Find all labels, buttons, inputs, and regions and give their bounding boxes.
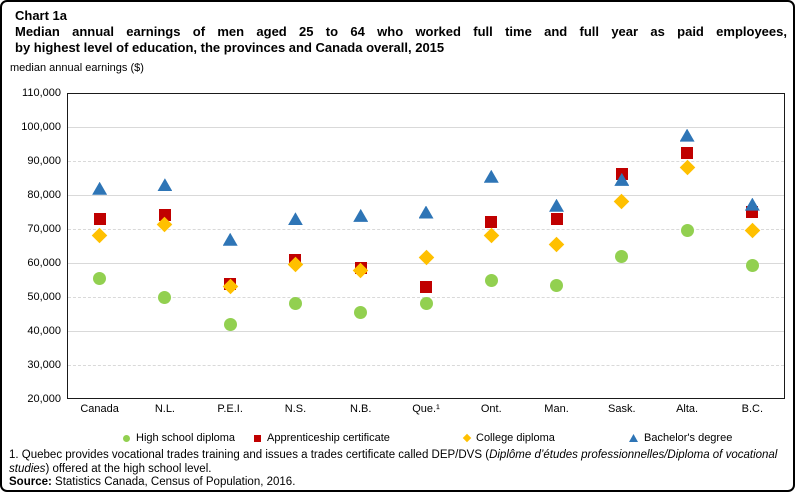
plot-frame [67,93,785,399]
legend-item-triangle: Bachelor's degree [629,431,732,445]
data-point-circle-N.B. [354,305,368,319]
data-point-circle-Ont. [484,273,498,287]
footnote-1-text: 1. Quebec provides vocational trades tra… [9,449,490,461]
x-axis-category-label: N.B. [350,403,372,415]
diamond-legend-icon [462,433,472,443]
y-axis-tick-label: 70,000 [27,223,61,235]
legend-label: Bachelor's degree [644,432,733,444]
legend-label: Apprenticeship certificate [267,432,390,444]
chart-title-line2: by highest level of education, the provi… [15,40,445,55]
x-axis-category-label: N.S. [284,403,307,415]
footnote-block: 1. Quebec provides vocational trades tra… [9,449,792,490]
footnote-1-italic: Diplôme d’études professionnelles/Diplom… [9,449,778,475]
data-point-circle-N.S. [288,297,302,311]
x-axis-category-label: Ont. [480,403,502,415]
gridline-100000 [68,127,784,128]
data-point-square-Que.¹ [420,280,432,293]
x-axis-category-label: Que.¹ [412,403,440,415]
circle-legend-icon [123,434,130,442]
gridline-30000 [68,365,784,366]
chart-title-line1: Median annual earnings of men aged 25 to… [15,24,787,39]
data-point-circle-N.L. [158,290,172,304]
y-axis-tick-label: 60,000 [27,257,61,269]
data-point-circle-Canada [93,271,107,285]
legend-item-diamond: College diploma [462,431,555,445]
data-point-circle-P.E.I. [223,317,237,331]
data-point-square-Canada [93,212,106,225]
x-axis-category-label: Canada [80,403,119,415]
x-axis-category-label: P.E.I. [217,403,243,415]
triangle-legend-icon [629,434,638,442]
data-point-circle-Alta. [680,223,694,237]
data-point-circle-Sask. [615,249,629,263]
y-axis-tick-label: 30,000 [27,359,61,371]
data-point-square-Man. [550,212,563,225]
legend-item-square: Apprenticeship certificate [254,431,390,445]
data-point-circle-Que.¹ [419,297,433,311]
y-axis-tick-label: 80,000 [27,189,61,201]
footnote-1: 1. Quebec provides vocational trades tra… [9,449,792,476]
data-point-square-Ont. [485,216,498,229]
y-axis-tick-label: 50,000 [27,291,61,303]
gridline-90000 [68,161,784,162]
gridline-40000 [68,331,784,332]
legend-label: High school diploma [136,432,236,444]
data-point-circle-B.C. [745,259,759,273]
x-axis-category-label: Sask. [608,403,636,415]
y-axis-tick-label: 110,000 [22,87,61,99]
chart-title: Median annual earnings of men aged 25 to… [15,24,787,56]
data-point-circle-Man. [550,278,564,292]
y-axis-tick-label: 20,000 [27,393,61,405]
gridline-70000 [68,229,784,230]
x-axis-category-label: Alta. [676,403,699,415]
y-axis-unit-label: median annual earnings ($) [10,62,144,74]
data-point-square-Alta. [681,146,694,159]
x-axis-category-label: N.L. [154,403,175,415]
legend-label: College diploma [476,432,555,444]
gridline-80000 [68,195,784,196]
footnote-1-suffix: ) offered at the high school level. [45,462,212,475]
x-axis-category-label: Man. [544,403,569,415]
source-line: Source: Statistics Canada, Census of Pop… [9,476,792,490]
chart-number-label: Chart 1a [15,8,68,23]
square-legend-icon [254,434,261,442]
x-axis-category-label: B.C. [741,403,764,415]
y-axis-tick-label: 90,000 [27,155,61,167]
legend-item-circle: High school diploma [123,431,235,445]
source-label: Source: [9,476,52,488]
y-axis-tick-label: 40,000 [27,325,61,337]
y-axis-tick-label: 100,000 [21,121,61,133]
source-text: Statistics Canada, Census of Population,… [51,476,296,488]
